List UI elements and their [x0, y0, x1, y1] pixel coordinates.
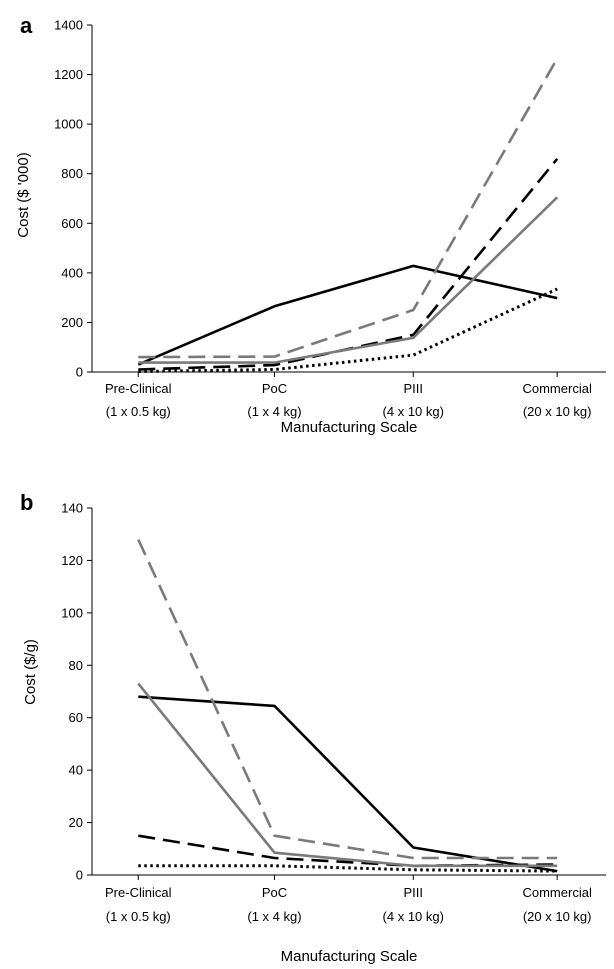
y-tick-label: 0 [76, 365, 83, 380]
y-tick-label: 80 [69, 658, 83, 673]
x-tick-sublabel: (4 x 10 kg) [383, 909, 444, 924]
y-tick-label: 140 [61, 501, 83, 516]
x-tick-label: Pre-Clinical [105, 885, 172, 900]
x-tick-sublabel: (20 x 10 kg) [523, 909, 592, 924]
chart-panel-b: b Cost ($/g) Manufacturing Scale 0 20 40 60… [20, 490, 606, 965]
x-axis-title-a: Manufacturing Scale [281, 419, 418, 436]
y-axis-title-a: Cost ($ '000) [15, 152, 32, 237]
x-tick-label: Commercial [522, 381, 591, 396]
series-line-4 [137, 682, 558, 868]
series-line-1 [137, 264, 558, 366]
x-tick-sublabel: (1 x 0.5 kg) [106, 404, 171, 419]
chart-panel-a: a Cost ($ '000) Manufacturing Scale 0 200… [15, 13, 606, 436]
panel-label-b: b [20, 490, 33, 515]
series-line-5 [138, 287, 558, 373]
y-tick-label: 120 [61, 553, 83, 568]
panel-label-a: a [20, 13, 33, 38]
y-tick-label: 100 [61, 605, 83, 620]
y-tick-label: 20 [69, 815, 83, 830]
y-tick-label: 600 [61, 216, 83, 231]
x-tick-label: PoC [262, 885, 287, 900]
x-tick-sublabel: (1 x 4 kg) [247, 404, 301, 419]
x-tick-label: Pre-Clinical [105, 381, 172, 396]
x-tick-sublabel: (1 x 0.5 kg) [106, 909, 171, 924]
y-tick-label: 800 [61, 166, 83, 181]
x-tick-sublabel: (4 x 10 kg) [383, 404, 444, 419]
x-tick-label: Commercial [522, 885, 591, 900]
y-tick-label: 400 [61, 265, 83, 280]
y-tick-label: 1400 [54, 18, 83, 33]
y-tick-label: 40 [69, 763, 83, 778]
series-line-2 [137, 538, 558, 860]
y-axis-title-b: Cost ($/g) [22, 639, 39, 705]
x-tick-label: PIII [403, 885, 423, 900]
x-tick-label: PoC [262, 381, 287, 396]
y-tick-label: 0 [76, 868, 83, 883]
y-tick-label: 200 [61, 315, 83, 330]
x-tick-sublabel: (20 x 10 kg) [523, 404, 592, 419]
y-tick-label: 60 [69, 710, 83, 725]
series-line-5 [138, 864, 558, 873]
series-line-4 [138, 196, 559, 364]
x-axis-title-b: Manufacturing Scale [281, 948, 418, 965]
x-tick-label: PIII [403, 381, 423, 396]
y-tick-label: 1000 [54, 117, 83, 132]
y-tick-label: 1200 [54, 67, 83, 82]
x-tick-sublabel: (1 x 4 kg) [247, 909, 301, 924]
series-line-3 [138, 834, 558, 868]
series-line-2 [138, 57, 559, 359]
